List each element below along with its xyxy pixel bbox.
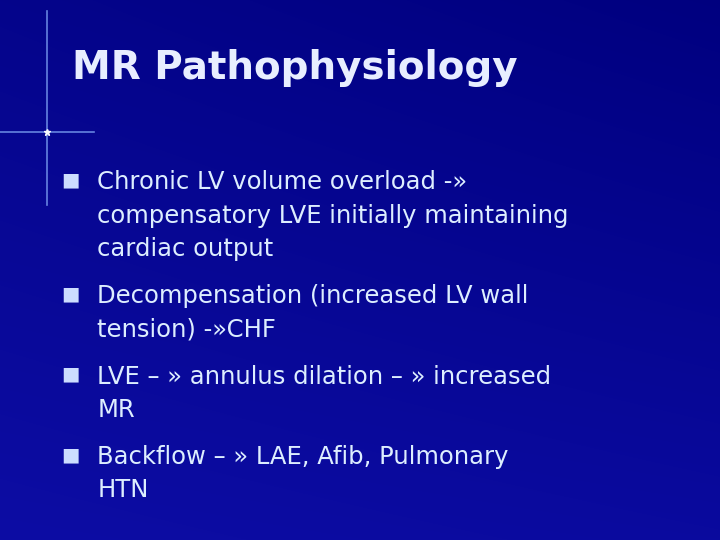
Text: ■: ■ — [61, 445, 80, 464]
Text: ■: ■ — [61, 170, 80, 189]
Text: Backflow – » LAE, Afib, Pulmonary: Backflow – » LAE, Afib, Pulmonary — [97, 445, 509, 469]
Text: Chronic LV volume overload -»: Chronic LV volume overload -» — [97, 170, 467, 194]
Text: MR: MR — [97, 398, 135, 422]
Text: compensatory LVE initially maintaining: compensatory LVE initially maintaining — [97, 204, 569, 227]
Text: Decompensation (increased LV wall: Decompensation (increased LV wall — [97, 284, 528, 308]
Text: ■: ■ — [61, 364, 80, 383]
Text: ■: ■ — [61, 284, 80, 303]
Text: LVE – » annulus dilation – » increased: LVE – » annulus dilation – » increased — [97, 364, 552, 388]
Text: cardiac output: cardiac output — [97, 237, 274, 261]
Text: HTN: HTN — [97, 478, 148, 502]
Text: tension) -»CHF: tension) -»CHF — [97, 318, 276, 341]
Text: MR Pathophysiology: MR Pathophysiology — [72, 49, 518, 86]
